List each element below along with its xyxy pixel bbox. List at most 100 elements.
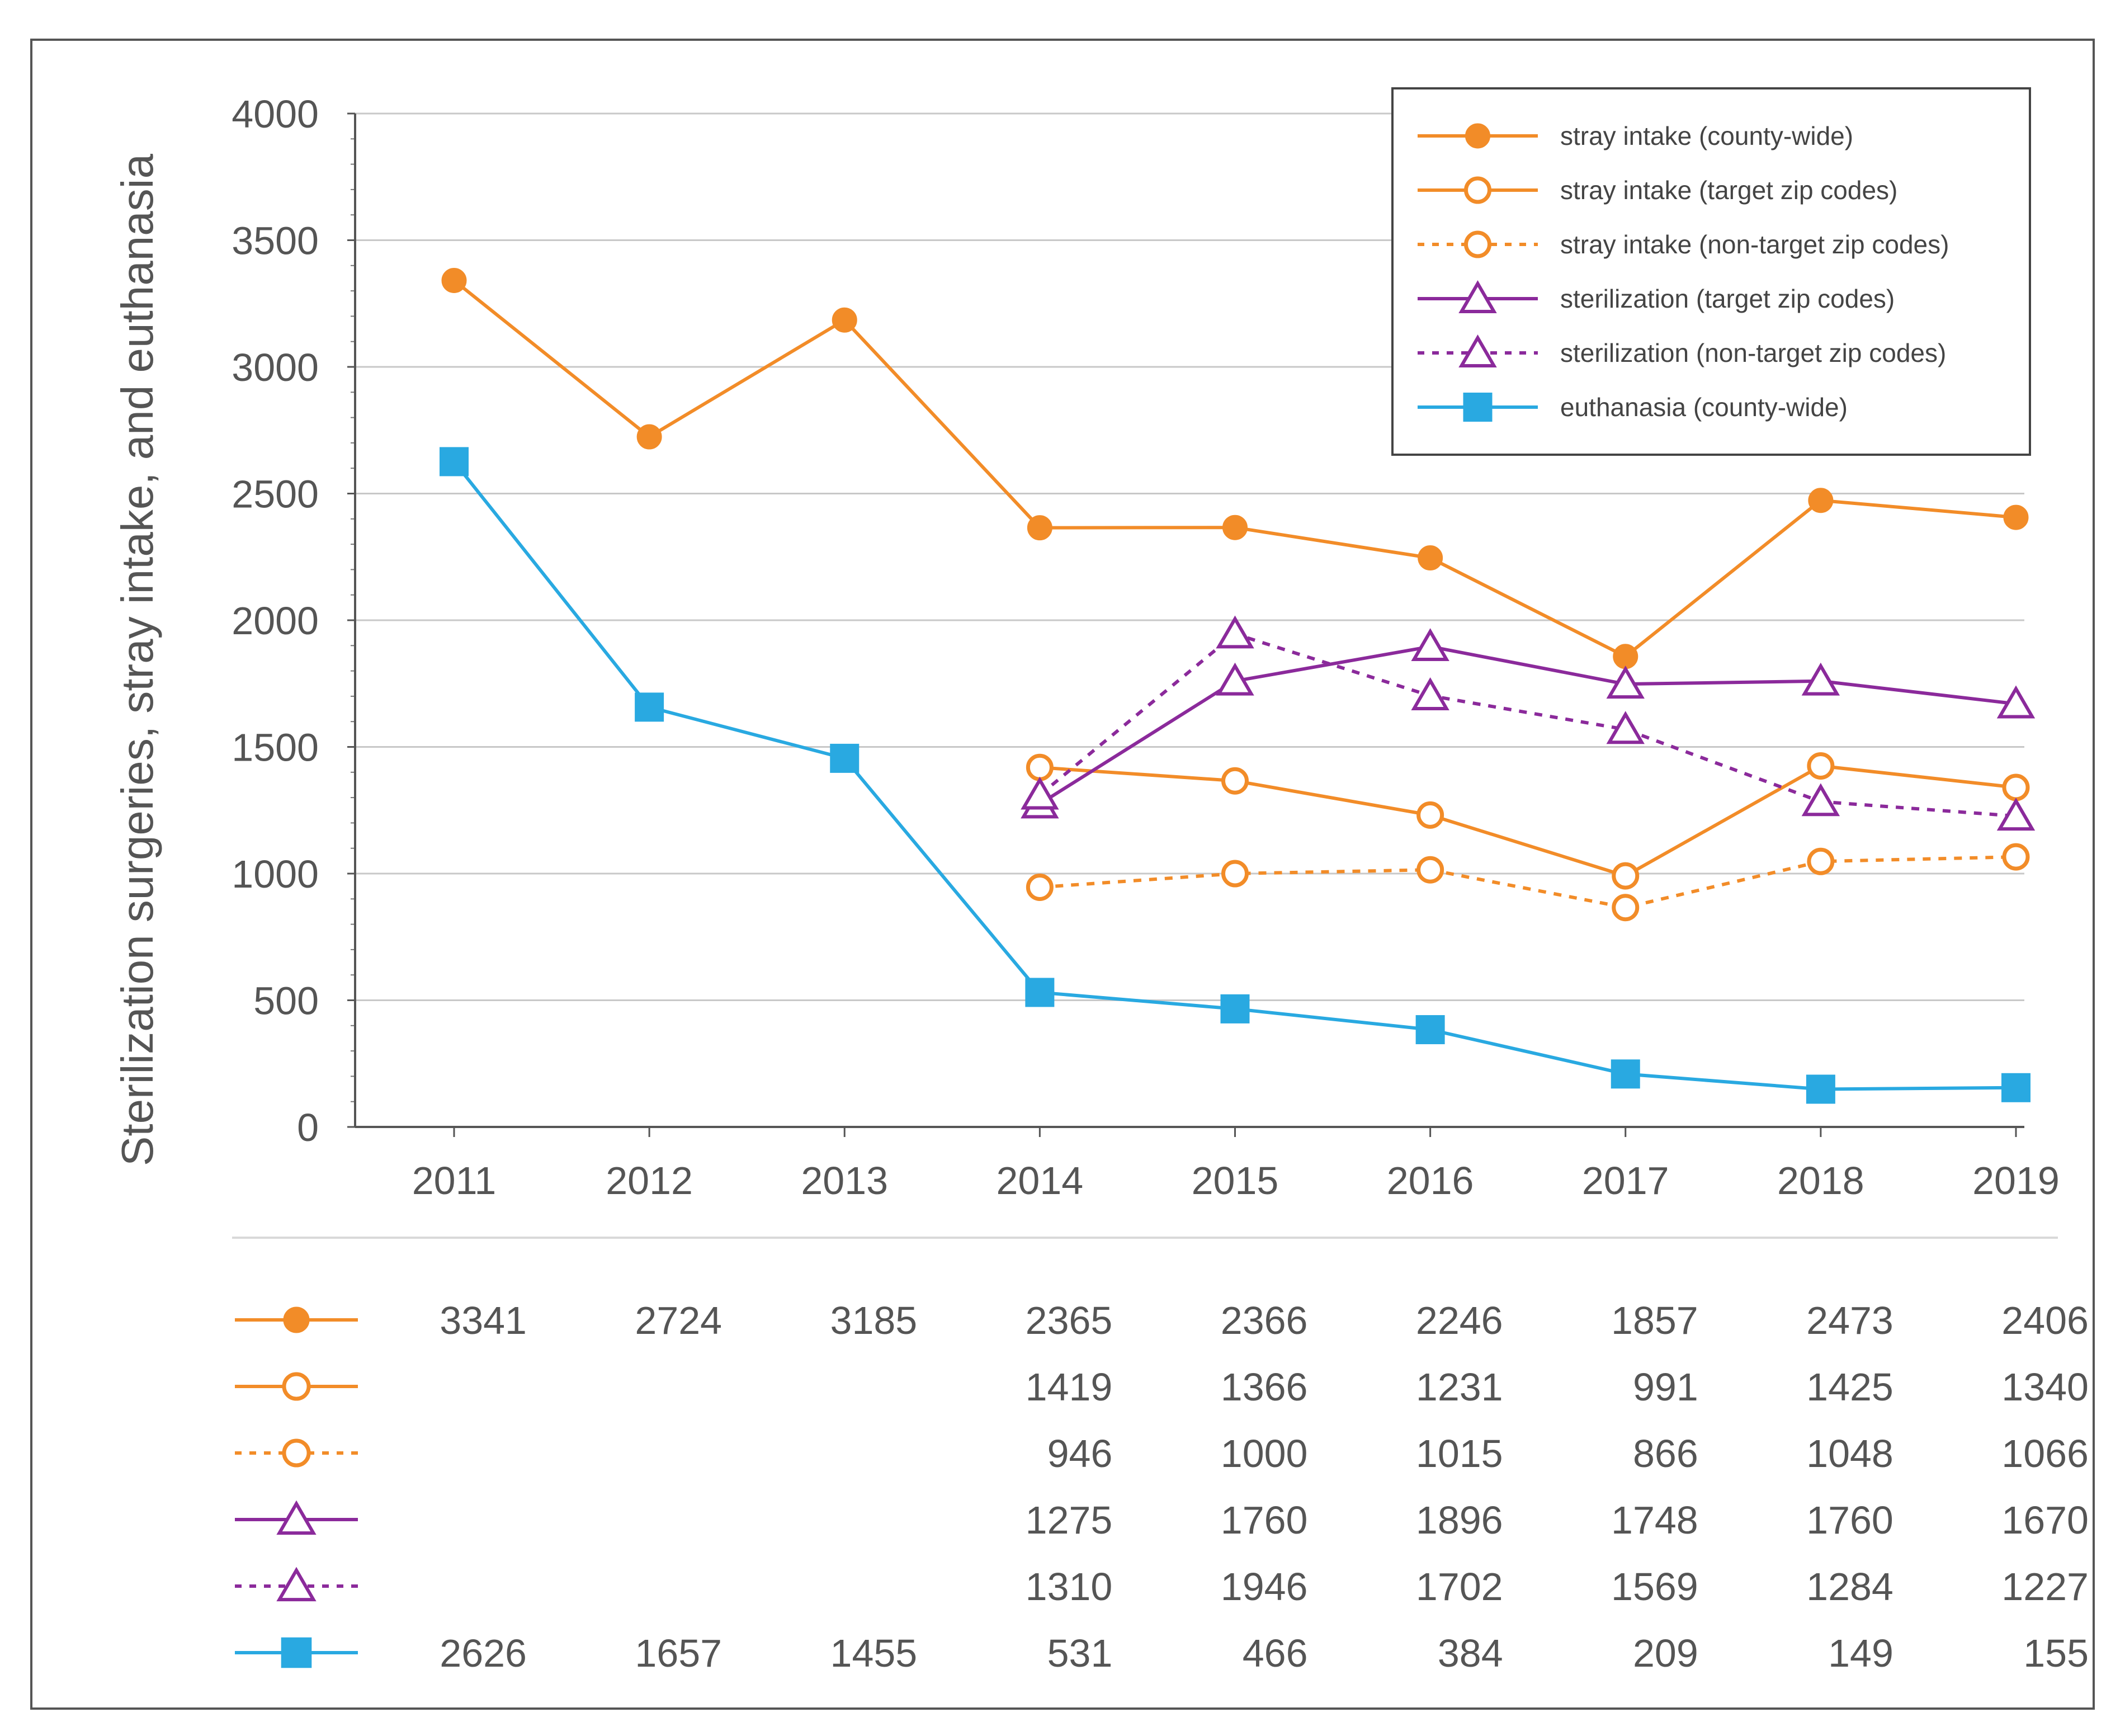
table-value: 1310: [1026, 1565, 1113, 1608]
series-layer: [440, 268, 2036, 1104]
table-value: 1227: [2001, 1565, 2089, 1608]
table-value: 1000: [1221, 1432, 1308, 1475]
table-value: 531: [1047, 1631, 1113, 1675]
data-point: [832, 307, 857, 333]
table-value: 1425: [1806, 1365, 1893, 1409]
data-point: [282, 1438, 311, 1468]
y-axis-title: Sterilization surgeries, stray intake, a…: [112, 154, 162, 1166]
data-point: [1415, 1015, 1445, 1045]
data-point: [1222, 515, 1248, 540]
legend-entry: stray intake (non-target zip codes): [1418, 230, 1949, 259]
legend-label: stray intake (non-target zip codes): [1560, 230, 1949, 259]
series-line: [1038, 645, 2017, 805]
series: [440, 447, 2030, 1104]
data-point: [2003, 504, 2029, 530]
y-tick-label: 2500: [232, 473, 319, 516]
series-line: [1040, 764, 2017, 878]
table-value: 1275: [1026, 1498, 1113, 1542]
table-value: 1760: [1221, 1498, 1308, 1542]
table-row: 946 1000 1015 866 1048 1066: [235, 1432, 2089, 1475]
data-point: [1458, 280, 1497, 313]
legend-entry: stray intake (target zip codes): [1418, 176, 1897, 205]
table-row: 2626 1657 1455 531 466 384 209 149 155: [235, 1631, 2089, 1675]
data-point: [1221, 767, 1249, 795]
data-point: [282, 1372, 311, 1401]
x-tick-label: 2017: [1582, 1159, 1669, 1202]
data-point: [1418, 545, 1443, 571]
data-point: [1612, 894, 1640, 922]
table-value: 1015: [1416, 1432, 1503, 1475]
data-table: 3341 2724 3185 2365 2366 2246 1857 2473 2406 1419…: [235, 1299, 2089, 1675]
legend-entry: sterilization (non-target zip codes): [1418, 334, 1946, 367]
table-row: 1310 1946 1702 1569 1284 1227: [235, 1565, 2089, 1608]
data-point: [276, 1500, 317, 1535]
x-tick-label: 2019: [1972, 1159, 2060, 1202]
legend-entry: euthanasia (county-wide): [1418, 393, 1848, 422]
data-point: [276, 1567, 317, 1602]
data-point: [1416, 856, 1444, 884]
data-point: [440, 447, 469, 477]
data-point: [1807, 752, 1835, 780]
y-tick-label: 1500: [232, 726, 319, 770]
series: [1021, 615, 2036, 831]
table-row: 3341 2724 3185 2365 2366 2246 1857 2473 2406: [235, 1299, 2089, 1342]
data-point: [1026, 873, 1054, 901]
legend-label: sterilization (non-target zip codes): [1560, 338, 1946, 367]
y-tick-label: 3000: [232, 346, 319, 389]
table-value: 1946: [1221, 1565, 1308, 1608]
data-point: [1613, 644, 1638, 669]
table-value: 1569: [1611, 1565, 1698, 1608]
table-value: 1455: [830, 1631, 918, 1675]
legend: stray intake (county-wide) stray intake (…: [1391, 87, 2031, 456]
legend-label: stray intake (county-wide): [1560, 121, 1853, 150]
table-value: 1284: [1806, 1565, 1893, 1608]
table-value: 209: [1633, 1631, 1698, 1675]
table-value: 1048: [1806, 1432, 1893, 1475]
table-value: 1366: [1221, 1365, 1308, 1409]
table-value: 466: [1243, 1631, 1308, 1675]
table-value: 2724: [635, 1299, 722, 1342]
data-point: [1996, 685, 2036, 719]
data-point: [1026, 753, 1054, 781]
data-point: [1220, 994, 1250, 1023]
table-value: 1857: [1611, 1299, 1698, 1342]
data-point: [1996, 798, 2036, 831]
data-point: [1416, 801, 1444, 829]
y-tick-label: 4000: [232, 92, 319, 136]
y-tick-label: 1000: [232, 852, 319, 896]
data-point: [1411, 628, 1449, 662]
x-tick-label: 2012: [606, 1159, 693, 1202]
table-value: 1419: [1026, 1365, 1113, 1409]
data-point: [1411, 677, 1449, 710]
series-line: [1038, 632, 2017, 818]
x-tick-label: 2011: [412, 1159, 497, 1202]
legend-label: stray intake (target zip codes): [1560, 176, 1897, 205]
data-point: [1464, 176, 1491, 204]
data-point: [1465, 123, 1490, 149]
data-point: [1801, 783, 1840, 817]
data-point: [2002, 843, 2030, 871]
table-value: 1657: [635, 1631, 722, 1675]
series: [1021, 628, 2036, 819]
data-point: [635, 692, 664, 722]
data-point: [283, 1306, 310, 1333]
table-value: 946: [1047, 1432, 1113, 1475]
data-point: [1216, 662, 1254, 696]
data-point: [1807, 847, 1835, 875]
series-line: [1040, 855, 2017, 909]
data-point: [1021, 776, 1059, 810]
table-value: 3341: [440, 1299, 527, 1342]
x-tick-label: 2018: [1777, 1159, 1864, 1202]
data-point: [1027, 515, 1052, 541]
table-row: 1419 1366 1231 991 1425 1340: [235, 1365, 2089, 1409]
data-point: [1606, 711, 1645, 744]
table-value: 1702: [1416, 1565, 1503, 1608]
data-point: [1806, 1074, 1835, 1104]
x-tick-labels: 2011 2012 2013 2014 2015 2016 2017 2018 2019: [412, 1159, 2060, 1202]
table-value: 1340: [2001, 1365, 2089, 1409]
table-value: 2406: [2001, 1299, 2089, 1342]
table-value: 1066: [2001, 1432, 2089, 1475]
y-tick-labels: 0 500 1000 1500 2000 2500 3000 3500 4000: [232, 92, 319, 1149]
table-value: 384: [1438, 1631, 1503, 1675]
